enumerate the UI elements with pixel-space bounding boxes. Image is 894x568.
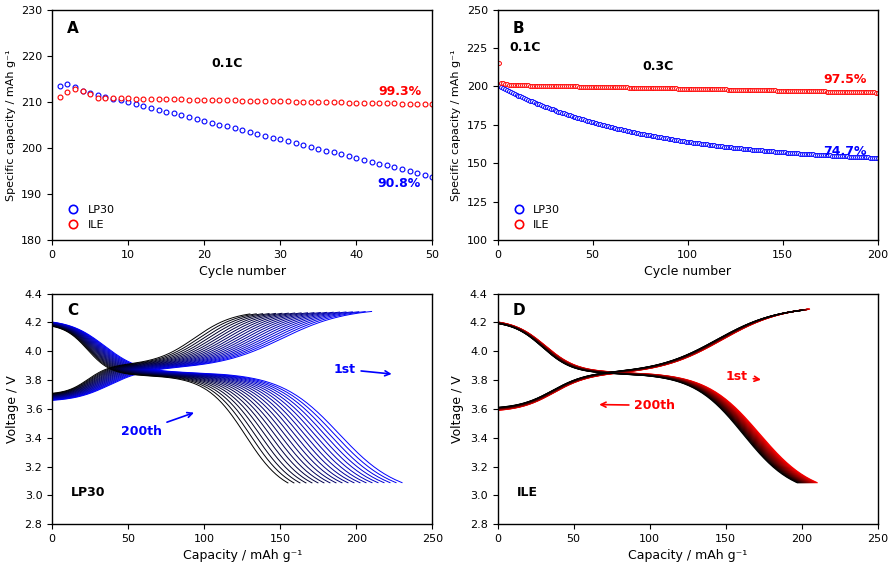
Y-axis label: Specific capacity / mAh g⁻¹: Specific capacity / mAh g⁻¹ [451, 49, 461, 201]
X-axis label: Cycle number: Cycle number [645, 265, 731, 278]
Y-axis label: Voltage / V: Voltage / V [451, 375, 464, 442]
Text: 0.1C: 0.1C [509, 41, 540, 54]
Text: 0.1C: 0.1C [212, 57, 243, 70]
Text: 1st: 1st [333, 363, 390, 376]
Y-axis label: Voltage / V: Voltage / V [6, 375, 19, 442]
X-axis label: Capacity / mAh g⁻¹: Capacity / mAh g⁻¹ [182, 549, 302, 562]
Text: LP30: LP30 [72, 487, 105, 499]
Text: A: A [67, 21, 79, 36]
Text: 97.5%: 97.5% [823, 73, 866, 86]
Text: C: C [67, 303, 79, 318]
Text: ILE: ILE [517, 487, 537, 499]
Text: 1st: 1st [726, 370, 759, 383]
Y-axis label: Specific capacity / mAh g⁻¹: Specific capacity / mAh g⁻¹ [5, 49, 15, 201]
Legend: LP30, ILE: LP30, ILE [503, 200, 564, 235]
X-axis label: Capacity / mAh g⁻¹: Capacity / mAh g⁻¹ [628, 549, 747, 562]
Legend: LP30, ILE: LP30, ILE [57, 200, 119, 235]
Text: 99.3%: 99.3% [378, 85, 421, 98]
Text: 74.7%: 74.7% [823, 145, 866, 158]
Text: 200th: 200th [121, 412, 192, 438]
Text: 0.3C: 0.3C [642, 60, 673, 73]
Text: B: B [513, 21, 525, 36]
Text: 200th: 200th [601, 399, 676, 412]
Text: 90.8%: 90.8% [378, 177, 421, 190]
X-axis label: Cycle number: Cycle number [198, 265, 286, 278]
Text: D: D [513, 303, 526, 318]
